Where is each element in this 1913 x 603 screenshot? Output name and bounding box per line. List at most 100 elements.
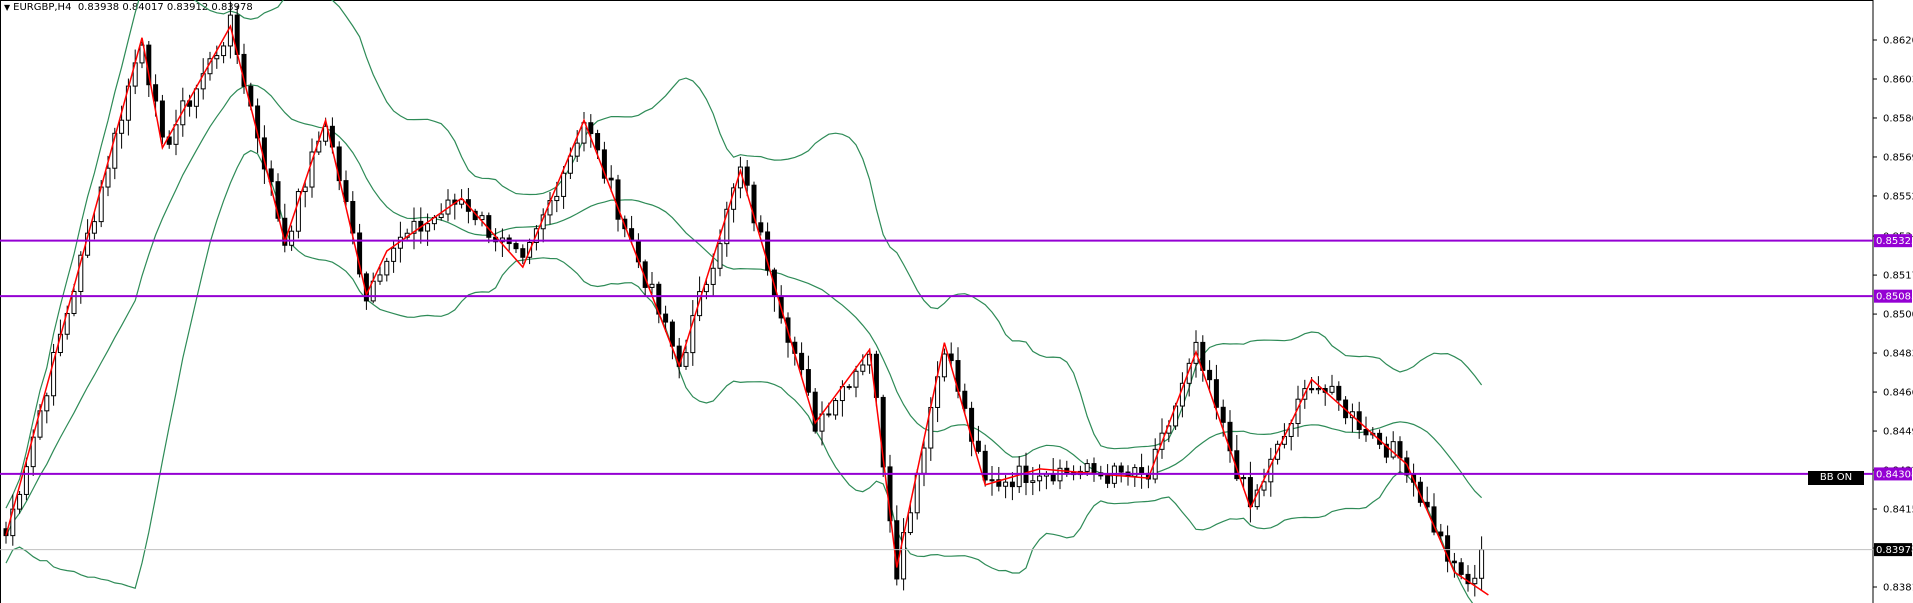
y-tick-label: 0.85860 (1883, 113, 1913, 124)
candle (812, 388, 818, 434)
candle (1139, 453, 1145, 489)
candle-body-bearish (799, 352, 805, 371)
y-tick-label: 0.84155 (1883, 505, 1913, 516)
dropdown-triangle-icon[interactable]: ▼ (4, 3, 11, 12)
y-tick-label: 0.84495 (1883, 427, 1913, 438)
candle-body-bearish (1207, 369, 1213, 381)
candle-body-bullish (391, 247, 397, 262)
bollinger-upper-band (5, 0, 1483, 509)
candle (615, 174, 621, 232)
candle-body-bearish (880, 396, 886, 468)
candle-body-bullish (1003, 481, 1009, 487)
candle-body-bearish (595, 133, 601, 151)
candle (710, 253, 716, 297)
candle-body-bullish (214, 55, 220, 60)
candle (1451, 552, 1457, 578)
candle (520, 244, 526, 265)
bollinger-lower-band (5, 149, 1474, 603)
candle (982, 444, 988, 487)
candle (561, 166, 567, 209)
candle (1322, 384, 1328, 406)
y-tick-label: 0.83815 (1883, 583, 1913, 594)
candle-body-bullish (941, 353, 947, 378)
candle-body-bullish (853, 370, 859, 388)
candle (758, 215, 764, 236)
candle (1472, 564, 1478, 597)
candle-body-bearish (996, 479, 1002, 487)
candle-body-bearish (1213, 379, 1219, 408)
candle (853, 365, 859, 398)
candle-body-bullish (1479, 549, 1485, 579)
candle-body-bullish (309, 151, 315, 188)
candle-body-bullish (1261, 481, 1267, 491)
candle-body-bearish (615, 179, 621, 220)
horizontal-levels (0, 239, 1873, 551)
candle-body-bullish (173, 124, 179, 145)
bb-status-badge[interactable]: BB ON (1808, 471, 1864, 485)
candle-body-bearish (1009, 481, 1015, 488)
candle-body-bearish (812, 391, 818, 432)
candle (1363, 416, 1369, 442)
candle (663, 305, 669, 332)
candle (833, 398, 839, 420)
candle (1118, 462, 1124, 483)
candle (513, 240, 519, 253)
candle-body-bearish (1404, 457, 1410, 476)
candle-body-bullish (1037, 475, 1043, 482)
candle (989, 466, 995, 496)
candle (601, 141, 607, 184)
candle-body-bearish (962, 390, 968, 409)
candle (17, 490, 23, 514)
candle-body-bearish (744, 166, 750, 186)
candle-body-bearish (751, 184, 757, 224)
bollinger-bands (5, 0, 1483, 603)
candle (805, 355, 811, 396)
candle (690, 300, 696, 366)
candle (1329, 374, 1335, 395)
candle (1105, 464, 1111, 489)
candle-body-bearish (608, 177, 614, 181)
candle-body-bullish (105, 167, 111, 188)
candle-body-bearish (1220, 406, 1226, 423)
candle-body-bullish (574, 142, 580, 157)
candle (51, 343, 57, 406)
candle-body-bearish (846, 386, 852, 389)
candle-body-bearish (969, 407, 975, 442)
level-price-box (1874, 467, 1912, 481)
candle (411, 207, 417, 250)
candle-body-bearish (1383, 443, 1389, 458)
candle-body-bullish (717, 243, 723, 269)
symbol-header: ▼ EURGBP,H4 0.83938 0.84017 0.83912 0.839… (4, 2, 253, 13)
candle (445, 189, 451, 222)
candle-body-bearish (982, 450, 988, 481)
candle-body-bullish (1472, 577, 1478, 585)
candles (3, 1, 1485, 597)
candle-body-bullish (295, 191, 301, 232)
candle (1431, 493, 1437, 536)
candle-body-bearish (758, 222, 764, 233)
candle (1383, 436, 1389, 464)
candle-body-bearish (1445, 535, 1451, 562)
candle-body-bearish (357, 232, 363, 275)
level-price-label: 0.84308 (1876, 469, 1913, 480)
candle-body-bearish (1105, 475, 1111, 484)
candle (255, 98, 261, 153)
candle (751, 181, 757, 232)
y-tick-label: 0.86030 (1883, 74, 1913, 85)
candle-body-bearish (275, 181, 281, 219)
candle (1125, 465, 1131, 486)
candle-body-bullish (44, 395, 50, 412)
candle (962, 383, 968, 415)
candle (588, 114, 594, 148)
y-tick-label: 0.86200 (1883, 36, 1913, 47)
zigzag-path (5, 24, 1489, 596)
candle (479, 211, 485, 227)
candle (44, 392, 50, 424)
candle (139, 41, 145, 69)
candle-body-bullish (649, 283, 655, 288)
ohlc-readout: 0.83938 0.84017 0.83912 0.83978 (77, 2, 253, 13)
candle-body-bullish (425, 223, 431, 232)
candle-body-bullish (907, 512, 913, 534)
